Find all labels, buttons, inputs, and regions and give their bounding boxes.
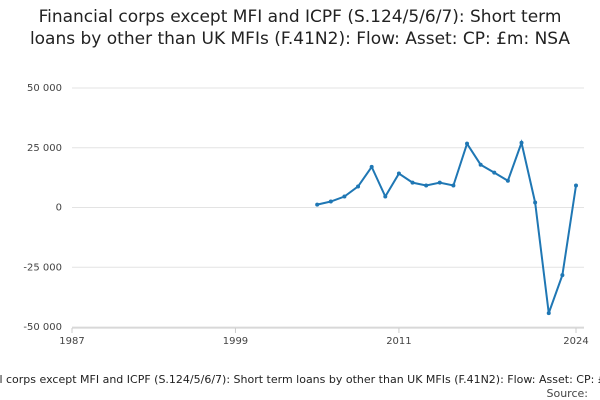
- point: [451, 183, 456, 188]
- point: [396, 171, 401, 176]
- point: [533, 200, 538, 205]
- x-tick-label: 2011: [386, 336, 411, 347]
- x-tick-label: 1987: [59, 336, 84, 347]
- point: [410, 180, 415, 185]
- chart-title: Financial corps except MFI and ICPF (S.1…: [29, 7, 571, 49]
- point: [574, 183, 578, 188]
- point: [342, 194, 347, 199]
- y-tick-label: 25 000: [27, 143, 62, 154]
- point: [519, 140, 524, 145]
- source: Source:: [547, 387, 589, 400]
- point: [356, 184, 361, 189]
- point: [437, 180, 442, 185]
- line: [316, 139, 577, 314]
- y-tick-label: 0: [56, 203, 62, 214]
- x-tick-label: 2024: [563, 336, 588, 347]
- y-tick-label: -25 000: [23, 262, 62, 273]
- point: [315, 202, 320, 207]
- point: [424, 183, 429, 188]
- point: [383, 194, 388, 199]
- point: [369, 164, 374, 169]
- point: [492, 170, 497, 175]
- point: [546, 311, 551, 316]
- point: [560, 273, 565, 278]
- x-tick-label: 1999: [223, 336, 248, 347]
- y-tick-label: -50 000: [23, 322, 62, 333]
- point: [478, 162, 483, 167]
- y-tick-label: 50 000: [27, 83, 62, 94]
- x-axis-label: Financial corps except MFI and ICPF (S.1…: [0, 373, 600, 386]
- point: [328, 199, 333, 204]
- point: [465, 141, 470, 146]
- point: [505, 178, 510, 183]
